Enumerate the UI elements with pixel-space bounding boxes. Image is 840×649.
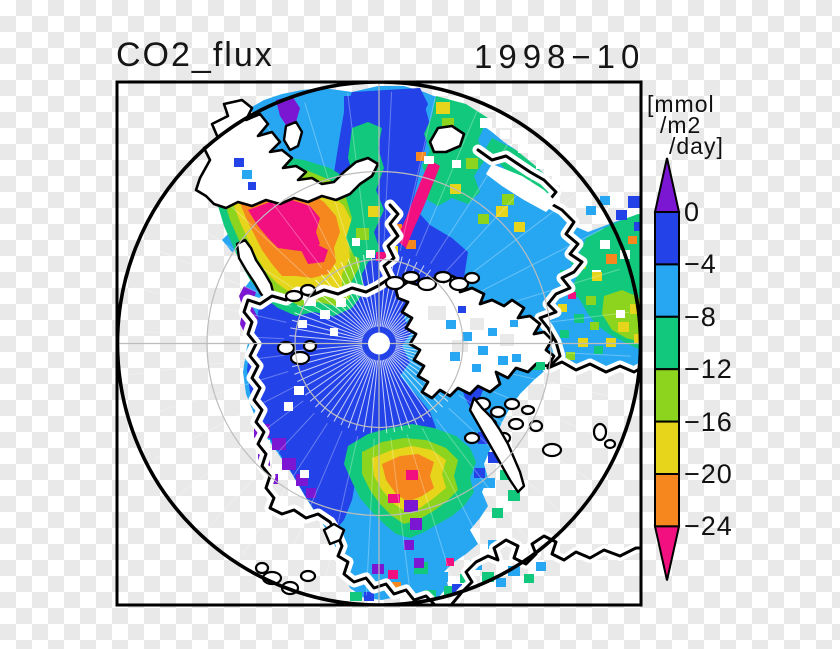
pole-dot: [368, 332, 390, 355]
chart-title: CO2_flux: [116, 36, 274, 74]
colorbar-tick-label: −12: [684, 354, 733, 385]
colorbar-unit-line-3: /day]: [669, 133, 724, 159]
colorbar-unit-line-2: /m2: [660, 112, 702, 138]
colorbar-tick-label: 0: [684, 197, 701, 227]
coast-west: [242, 203, 436, 605]
island-chain: [384, 270, 481, 292]
island-top-center: [428, 124, 466, 154]
colorbar-tick-label: −4: [684, 249, 717, 280]
colorbar-tick-label: −24: [684, 511, 733, 542]
sliver-island: [468, 396, 526, 494]
land-layer: [194, 98, 641, 605]
colorbar-tick-label: −16: [684, 406, 733, 437]
coast-bottom: [450, 534, 641, 605]
land-speckle-cells: [558, 260, 603, 360]
south-islands: [254, 422, 617, 596]
coast-east-white-patch: [486, 164, 556, 212]
colorbar-tick-label: −8: [684, 301, 717, 332]
colorbar-unit-line-1: [mmol: [647, 91, 715, 117]
islet-upper-left: [282, 120, 304, 152]
colorbar-tick-label: −20: [684, 459, 733, 489]
landmass-upper-left: [194, 98, 380, 210]
hook-island: [322, 522, 346, 546]
map-frame: [115, 80, 643, 607]
coast-east: [476, 148, 641, 374]
chart-date-label: 1998−10: [474, 38, 646, 75]
